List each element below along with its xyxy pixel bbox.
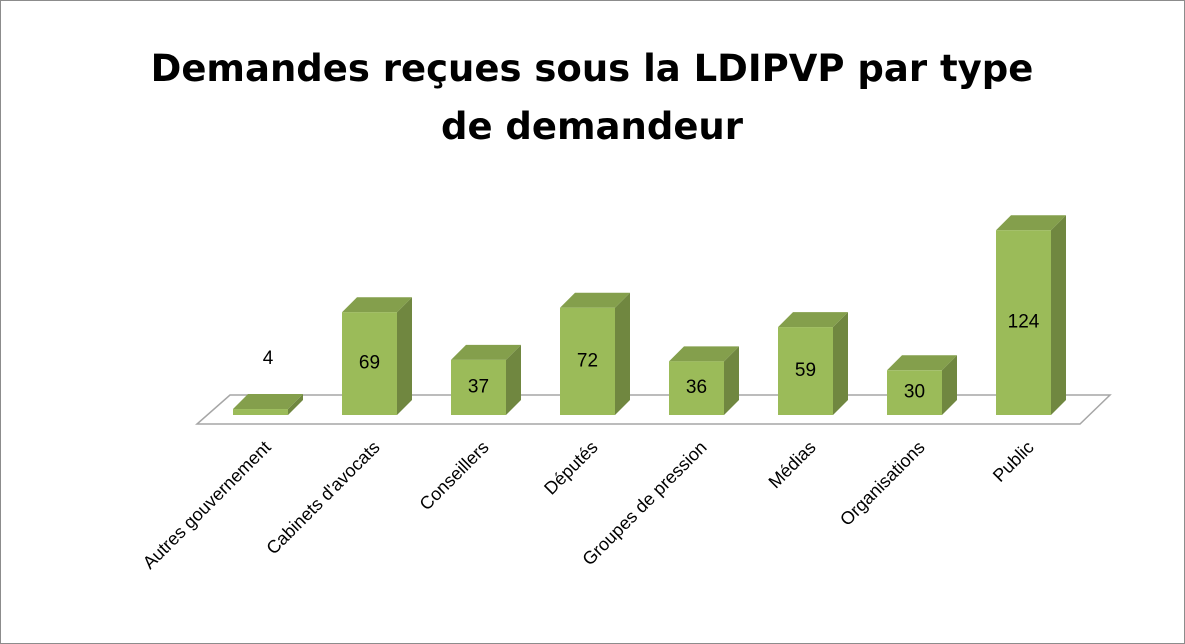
chart-title: Demandes reçues sous la LDIPVP par type … bbox=[150, 47, 1034, 148]
bar bbox=[233, 409, 288, 415]
bar-side bbox=[833, 312, 848, 415]
bar-side bbox=[1051, 215, 1066, 415]
data-label: 59 bbox=[795, 360, 816, 381]
bar-top bbox=[996, 215, 1066, 231]
bar bbox=[342, 312, 397, 415]
x-tick-label: Autres gouvernement bbox=[139, 437, 275, 573]
x-tick-label: Médias bbox=[765, 437, 820, 492]
x-tick-label: Cabinets d'avocats bbox=[262, 437, 383, 558]
bar bbox=[669, 361, 724, 415]
data-label: 72 bbox=[577, 350, 598, 371]
bar-side bbox=[724, 346, 739, 415]
bar bbox=[996, 230, 1051, 415]
data-label: 36 bbox=[686, 377, 707, 398]
bar-top bbox=[560, 292, 630, 308]
bar-side bbox=[506, 344, 521, 415]
bar-side bbox=[288, 394, 303, 415]
x-tick-label: Public bbox=[989, 437, 1038, 486]
floor bbox=[195, 394, 1112, 425]
data-label: 69 bbox=[359, 353, 380, 374]
x-tick-label: Conseillers bbox=[416, 437, 493, 514]
data-label: 4 bbox=[263, 348, 274, 369]
bar-top bbox=[778, 312, 848, 328]
data-label: 124 bbox=[1008, 312, 1040, 333]
bar-top bbox=[451, 344, 521, 360]
bar-top bbox=[669, 346, 739, 362]
bar-top bbox=[342, 297, 412, 313]
bar-side bbox=[615, 292, 630, 415]
bar bbox=[451, 359, 506, 415]
bar bbox=[778, 327, 833, 415]
x-tick-label: Députés bbox=[540, 437, 602, 499]
x-tick-label: Groupes de pression bbox=[578, 437, 710, 569]
bar bbox=[887, 370, 942, 415]
x-tick-label: Organisations bbox=[836, 437, 929, 530]
data-label: 37 bbox=[468, 376, 489, 397]
bar-top bbox=[887, 355, 957, 371]
data-label: 30 bbox=[904, 382, 925, 403]
bar-side bbox=[397, 297, 412, 415]
bar bbox=[560, 307, 615, 415]
bar-side bbox=[942, 355, 957, 415]
bar-top bbox=[233, 394, 303, 410]
